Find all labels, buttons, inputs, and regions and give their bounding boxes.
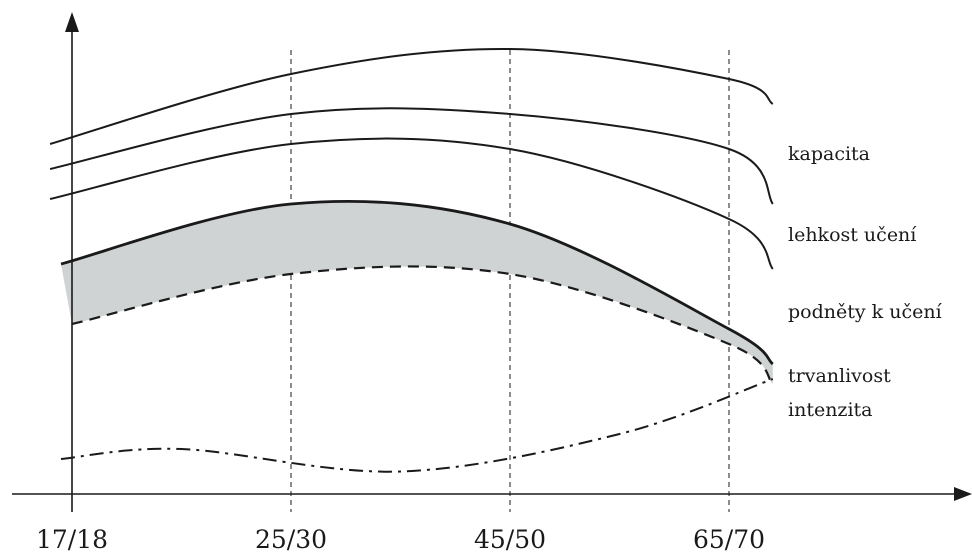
series-label-lehkost-uceni: lehkost učení (788, 224, 917, 246)
axes (12, 12, 972, 512)
shaded-band (61, 201, 773, 384)
series-label-trvanlivost: trvanlivost (788, 365, 891, 387)
grid-layer (290, 50, 730, 512)
x-axis-arrow (954, 487, 972, 501)
series-line-intenzita (71, 265, 774, 385)
tick-label-45-50: 45/50 (474, 525, 546, 552)
series-layer (49, 47, 774, 473)
y-axis-arrow (65, 12, 79, 32)
series-label-podnety-k-uceni: podněty k učení (788, 301, 943, 323)
tick-labels: 17/18 25/30 45/50 65/70 (36, 525, 765, 552)
series-line-unlabeled-5 (60, 378, 774, 473)
series-label-intenzita: intenzita (788, 399, 872, 421)
tick-label-65-70: 65/70 (693, 525, 765, 552)
series-label-kapacita: kapacita (788, 143, 870, 165)
series-line-lehkost-uceni (49, 107, 774, 205)
series-labels: kapacita lehkost učení podněty k učení trva… (788, 143, 943, 421)
series-line-podnety-k-uceni (49, 137, 774, 270)
series-line-trvanlivost (60, 199, 774, 366)
tick-label-17-18: 17/18 (36, 525, 108, 552)
series-line-kapacita (49, 47, 774, 145)
tick-label-25-30: 25/30 (255, 525, 327, 552)
